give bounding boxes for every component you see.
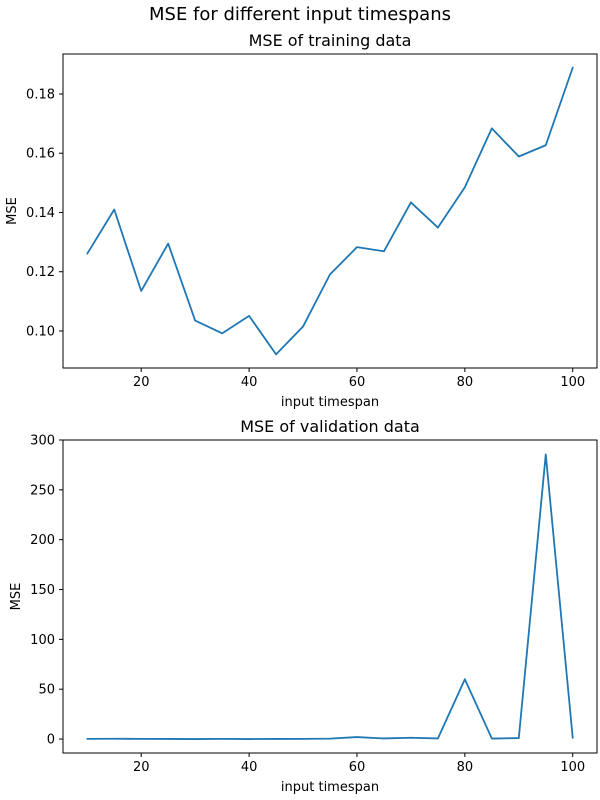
figure-suptitle: MSE for different input timespans — [149, 4, 451, 25]
x-tick-label: 100 — [560, 375, 585, 390]
x-tick-label: 20 — [133, 760, 150, 775]
y-tick-label: 0 — [47, 733, 55, 748]
axes-title: MSE of validation data — [240, 417, 420, 436]
y-tick-label: 0.12 — [26, 265, 55, 280]
y-tick-label: 200 — [30, 533, 55, 548]
y-tick-label: 0.18 — [26, 87, 55, 102]
y-tick-label: 0.14 — [26, 206, 55, 221]
axes-title: MSE of training data — [249, 31, 412, 50]
x-tick-label: 80 — [457, 760, 474, 775]
x-tick-label: 60 — [349, 760, 366, 775]
series-line — [86, 66, 574, 356]
y-axis-label: MSE — [5, 197, 20, 225]
y-tick-label: 0.10 — [26, 324, 55, 339]
y-tick-label: 0.16 — [26, 147, 55, 162]
y-tick-label: 300 — [30, 434, 55, 449]
x-tick-label: 40 — [241, 760, 258, 775]
y-tick-label: 250 — [30, 483, 55, 498]
y-tick-label: 150 — [30, 583, 55, 598]
x-tick-label: 100 — [560, 760, 585, 775]
x-tick-label: 40 — [241, 375, 258, 390]
axes-2: MSE of validation data 20 40 60 80 100 0 50 100 1… — [9, 417, 598, 795]
x-tick-label: 80 — [457, 375, 474, 390]
x-axis-label: input timespan — [281, 395, 379, 410]
y-axis-label: MSE — [9, 583, 24, 611]
plot-frame — [62, 439, 598, 754]
x-axis-label: input timespan — [281, 780, 379, 795]
axes-container: MSE of training data 20 40 60 80 100 0.10 0.12 0… — [5, 31, 598, 795]
x-tick-label: 20 — [133, 375, 150, 390]
y-tick-label: 100 — [30, 633, 55, 648]
plot-frame — [62, 53, 598, 369]
series-line — [86, 453, 574, 740]
y-tick-label: 50 — [38, 683, 55, 698]
x-tick-label: 60 — [349, 375, 366, 390]
axes-1: MSE of training data 20 40 60 80 100 0.10 0.12 0… — [5, 31, 598, 410]
